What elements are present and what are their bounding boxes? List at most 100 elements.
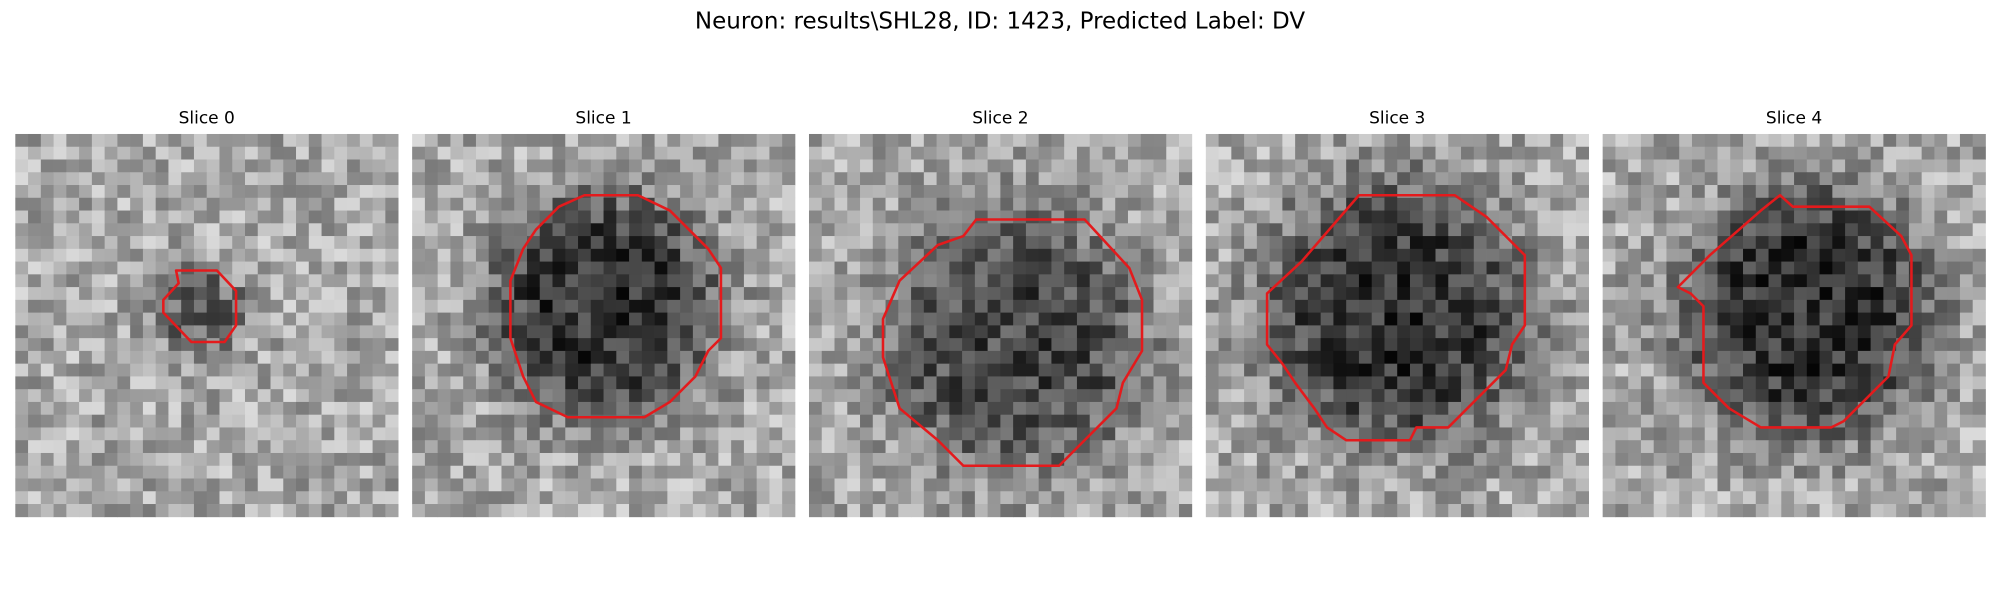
pixel (1512, 401, 1526, 416)
pixel (1845, 325, 1859, 339)
pixel (1666, 159, 1680, 173)
pixel (385, 287, 399, 301)
pixel (680, 350, 694, 365)
pixel (1115, 287, 1129, 301)
pixel (450, 465, 464, 479)
pixel (590, 440, 604, 454)
pixel (1115, 210, 1129, 224)
pixel (1794, 389, 1808, 403)
pixel (28, 210, 42, 224)
pixel (1384, 465, 1398, 479)
pixel (1358, 312, 1373, 326)
pixel (412, 427, 426, 441)
pixel (1256, 223, 1271, 237)
pixel (1076, 491, 1091, 505)
pixel (168, 504, 182, 518)
pixel (1051, 440, 1065, 454)
pixel (334, 440, 348, 454)
pixel (1615, 236, 1629, 250)
pixel (1089, 146, 1103, 160)
pixel (1384, 504, 1398, 518)
pixel (79, 478, 93, 492)
pixel (488, 427, 502, 441)
pixel (193, 287, 208, 301)
pixel (1448, 197, 1462, 211)
pixel (1653, 363, 1667, 377)
pixel (1038, 197, 1052, 211)
pixel (385, 236, 399, 250)
pixel (987, 452, 1001, 467)
pixel (603, 452, 617, 467)
pixel (718, 133, 732, 148)
pixel (1921, 401, 1935, 416)
pixel (1089, 159, 1103, 173)
pixel (1025, 350, 1040, 365)
pixel (1102, 401, 1116, 416)
pixel (705, 427, 719, 441)
pixel (66, 287, 80, 301)
pixel (898, 223, 912, 237)
pixel (244, 146, 259, 160)
pixel (66, 440, 80, 454)
pixel (1575, 452, 1590, 467)
pixel (1959, 261, 1974, 275)
pixel (1384, 236, 1398, 250)
pixel (808, 338, 823, 352)
pixel (1857, 146, 1871, 160)
pixel (1000, 389, 1014, 403)
pixel (321, 146, 335, 160)
pixel (206, 504, 220, 518)
pixel (654, 491, 668, 505)
pixel (1870, 338, 1884, 352)
pixel (1845, 133, 1859, 148)
pixel (155, 236, 169, 250)
pixel (667, 376, 681, 390)
pixel (450, 452, 464, 467)
pixel (347, 172, 361, 186)
pixel (782, 350, 796, 365)
pixel (1512, 478, 1526, 492)
pixel (168, 325, 182, 339)
pixel (1486, 133, 1500, 148)
pixel (359, 197, 373, 211)
pixel (28, 440, 42, 454)
pixel (514, 133, 528, 148)
pixel (1679, 185, 1693, 199)
pixel (705, 363, 719, 377)
pixel (206, 172, 220, 186)
pixel (334, 376, 348, 390)
pixel (359, 363, 373, 377)
pixel (1512, 376, 1526, 390)
pixel (206, 350, 220, 365)
pixel (1794, 274, 1808, 288)
pixel (1743, 376, 1757, 390)
pixel (244, 427, 259, 441)
pixel (1550, 261, 1564, 275)
pixel (1051, 376, 1065, 390)
pixel (181, 338, 195, 352)
pixel (1269, 478, 1283, 492)
pixel (232, 376, 246, 390)
pixel (283, 223, 297, 237)
pixel (359, 248, 373, 262)
pixel (962, 376, 976, 390)
pixel (526, 452, 541, 467)
pixel (1832, 248, 1846, 262)
pixel (1615, 210, 1629, 224)
pixel (1806, 414, 1820, 428)
pixel (1921, 223, 1935, 237)
pixel (1679, 363, 1693, 377)
pixel (232, 427, 246, 441)
pixel (117, 133, 131, 148)
pixel (1473, 350, 1487, 365)
pixel (1371, 465, 1385, 479)
pixel (1883, 261, 1897, 275)
pixel (1512, 427, 1526, 441)
pixel (1025, 325, 1040, 339)
pixel (898, 185, 912, 199)
pixel (1704, 312, 1718, 326)
pixel (437, 312, 451, 326)
pixel (974, 312, 989, 326)
pixel (1959, 299, 1974, 314)
pixel (718, 452, 732, 467)
